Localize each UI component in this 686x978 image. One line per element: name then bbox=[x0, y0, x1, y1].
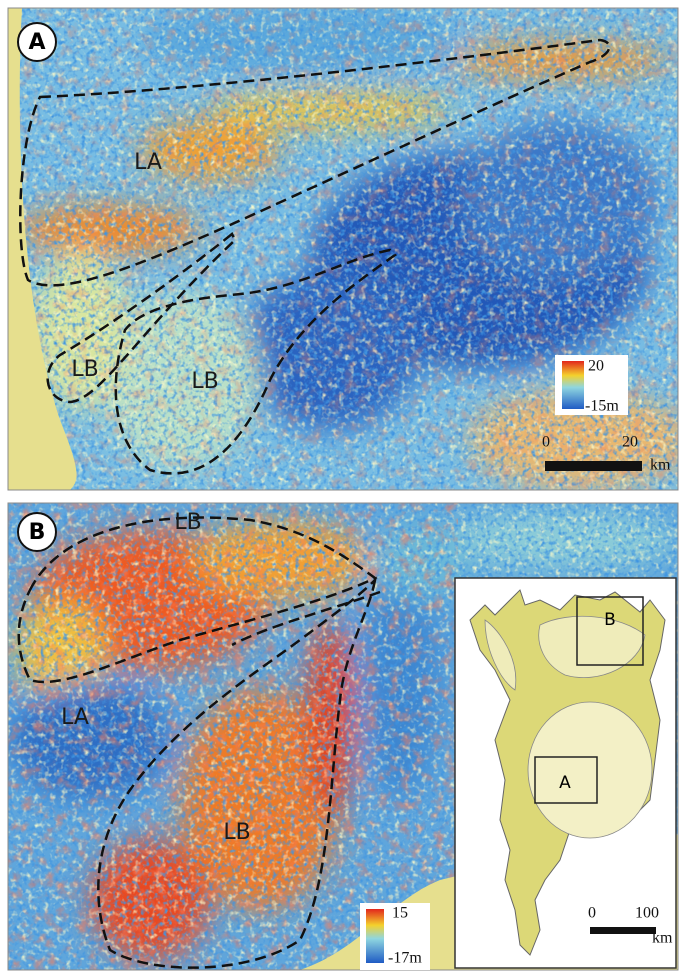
colorbar-max: 15 bbox=[392, 905, 408, 922]
scale-bar bbox=[590, 927, 656, 934]
panel-label: A bbox=[28, 30, 45, 55]
region-label: LB bbox=[223, 820, 250, 845]
colorbar-max: 20 bbox=[588, 358, 604, 375]
colorbar-min: -15m bbox=[585, 398, 619, 415]
panel-a-raster bbox=[8, 5, 686, 490]
inset-box-label: A bbox=[559, 773, 571, 793]
colorbar bbox=[366, 909, 384, 963]
scale-bar bbox=[545, 461, 642, 471]
region-label: LA bbox=[134, 150, 162, 175]
scale-start: 0 bbox=[542, 434, 550, 451]
scale-unit: km bbox=[650, 457, 671, 474]
region-label: LB bbox=[71, 357, 98, 382]
region-label: LA bbox=[61, 705, 89, 730]
region-label: LB bbox=[174, 510, 201, 535]
inset-zone bbox=[528, 702, 652, 838]
colorbar bbox=[562, 361, 584, 409]
colorbar-min: -17m bbox=[388, 950, 422, 967]
inset-box-label: B bbox=[604, 610, 616, 630]
figure: A LA LB LB 20 -15m 0 20 km B LB LA LB 15… bbox=[0, 0, 686, 978]
scale-end: 100 bbox=[635, 905, 659, 922]
scale-unit: km bbox=[652, 930, 673, 947]
scale-start: 0 bbox=[588, 905, 596, 922]
region-label: LB bbox=[191, 369, 218, 394]
panel-label: B bbox=[29, 520, 46, 545]
scale-end: 20 bbox=[622, 434, 638, 451]
